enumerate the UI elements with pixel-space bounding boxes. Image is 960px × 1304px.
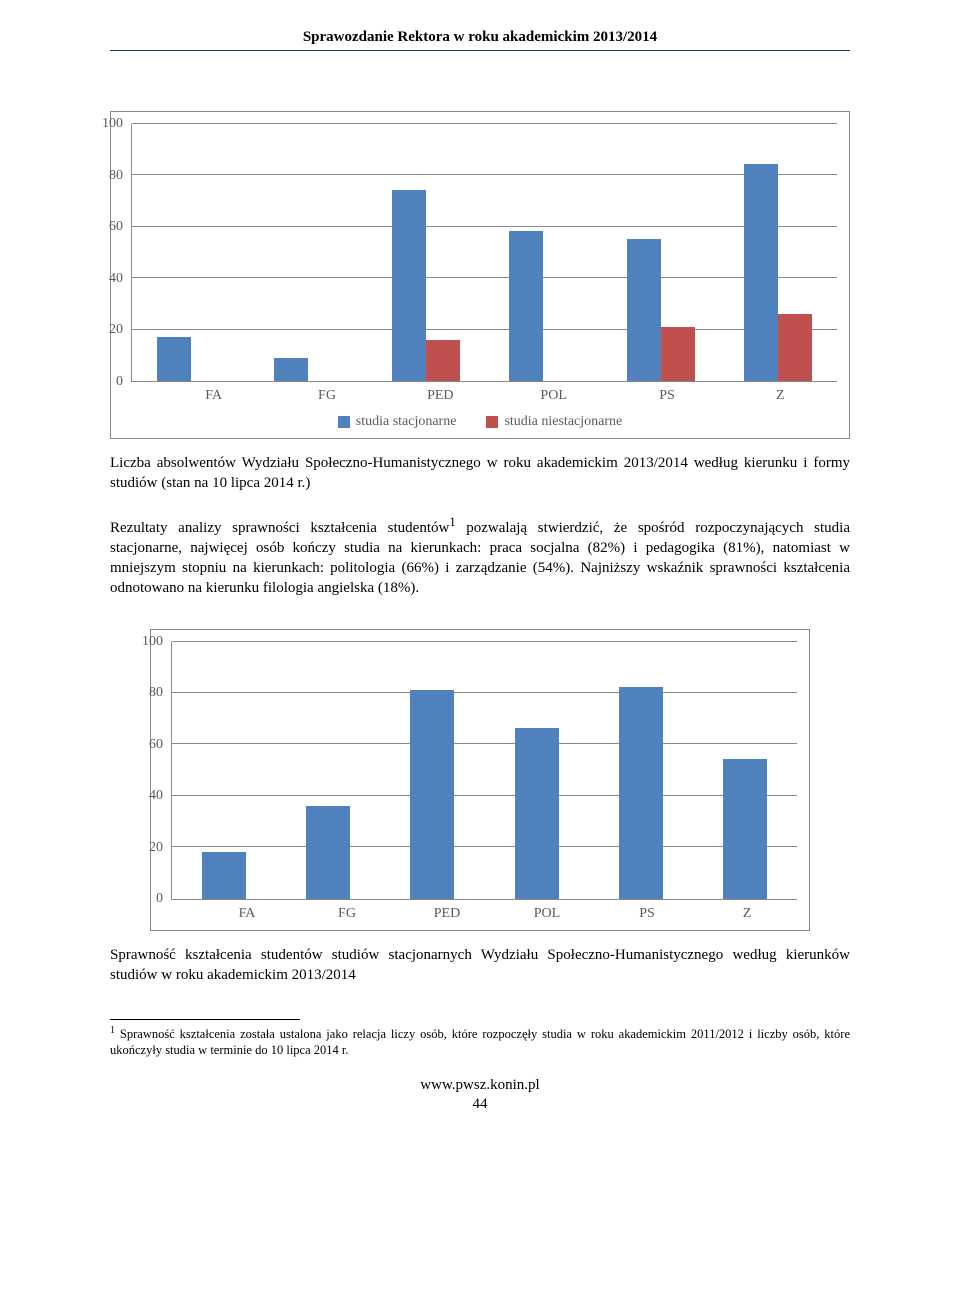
bar (509, 231, 543, 381)
bar (274, 358, 308, 381)
x-tick-label: FG (297, 906, 397, 922)
chart2-caption: Sprawność kształcenia studentów studiów … (110, 945, 850, 986)
header-rule (110, 50, 850, 51)
bar (661, 327, 695, 381)
x-tick-label: PED (384, 388, 497, 404)
bar-group (720, 124, 838, 381)
x-tick-label: PED (397, 906, 497, 922)
chart1-legend: studia stacjonarne studia niestacjonarne (123, 414, 837, 430)
footer-url: www.pwsz.konin.pl (110, 1077, 850, 1094)
bar (619, 687, 663, 899)
x-tick-label: PS (597, 906, 697, 922)
bar-group (172, 642, 276, 899)
x-tick-label: PS (610, 388, 723, 404)
bar (410, 690, 454, 899)
x-tick-label: Z (724, 388, 837, 404)
legend-swatch (338, 416, 350, 428)
chart1-y-axis: 100806040200 (123, 124, 131, 382)
chart2-x-axis: FAFGPEDPOLPSZ (163, 906, 797, 922)
legend-label: studia stacjonarne (356, 414, 457, 430)
footer-page-number: 44 (110, 1096, 850, 1113)
x-tick-label: FA (157, 388, 270, 404)
bar (723, 759, 767, 898)
bar-group (276, 642, 380, 899)
bar-group (380, 642, 484, 899)
chart2-plot (171, 642, 797, 900)
legend-label: studia niestacjonarne (504, 414, 622, 430)
bar (515, 728, 559, 898)
legend-item: studia stacjonarne (338, 414, 457, 430)
bar (744, 164, 778, 381)
header-title: Sprawozdanie Rektora w roku akademickim … (303, 29, 657, 45)
chart2-y-axis: 100806040200 (163, 642, 171, 900)
page-footer: www.pwsz.konin.pl 44 (110, 1077, 850, 1113)
x-tick-label: FA (197, 906, 297, 922)
bar-group (367, 124, 485, 381)
x-tick-label: POL (497, 388, 610, 404)
x-tick-label: POL (497, 906, 597, 922)
bar-group (589, 642, 693, 899)
bar (627, 239, 661, 381)
bar (778, 314, 812, 381)
bar-group (250, 124, 368, 381)
bar (202, 852, 246, 898)
bar (392, 190, 426, 381)
footnote: 1 Sprawność kształcenia została ustalona… (110, 1024, 850, 1059)
chart1-caption: Liczba absolwentów Wydziału Społeczno-Hu… (110, 453, 850, 494)
bar (157, 337, 191, 381)
bar-group (485, 124, 603, 381)
bar-group (132, 124, 250, 381)
chart-graduates: 100806040200 FAFGPEDPOLPSZ studia stacjo… (110, 111, 850, 439)
chart1-x-axis: FAFGPEDPOLPSZ (123, 388, 837, 404)
footnote-rule (110, 1019, 300, 1020)
x-tick-label: Z (697, 906, 797, 922)
bar-group (693, 642, 797, 899)
body-paragraph-1: Rezultaty analizy sprawności kształcenia… (110, 514, 850, 599)
x-tick-label: FG (270, 388, 383, 404)
bar-group (602, 124, 720, 381)
page-header: Sprawozdanie Rektora w roku akademickim … (110, 28, 850, 51)
chart1-plot (131, 124, 837, 382)
bar (426, 340, 460, 381)
bar-group (485, 642, 589, 899)
chart-efficiency: 100806040200 FAFGPEDPOLPSZ (150, 629, 810, 931)
legend-swatch (486, 416, 498, 428)
bar (306, 806, 350, 899)
legend-item: studia niestacjonarne (486, 414, 622, 430)
